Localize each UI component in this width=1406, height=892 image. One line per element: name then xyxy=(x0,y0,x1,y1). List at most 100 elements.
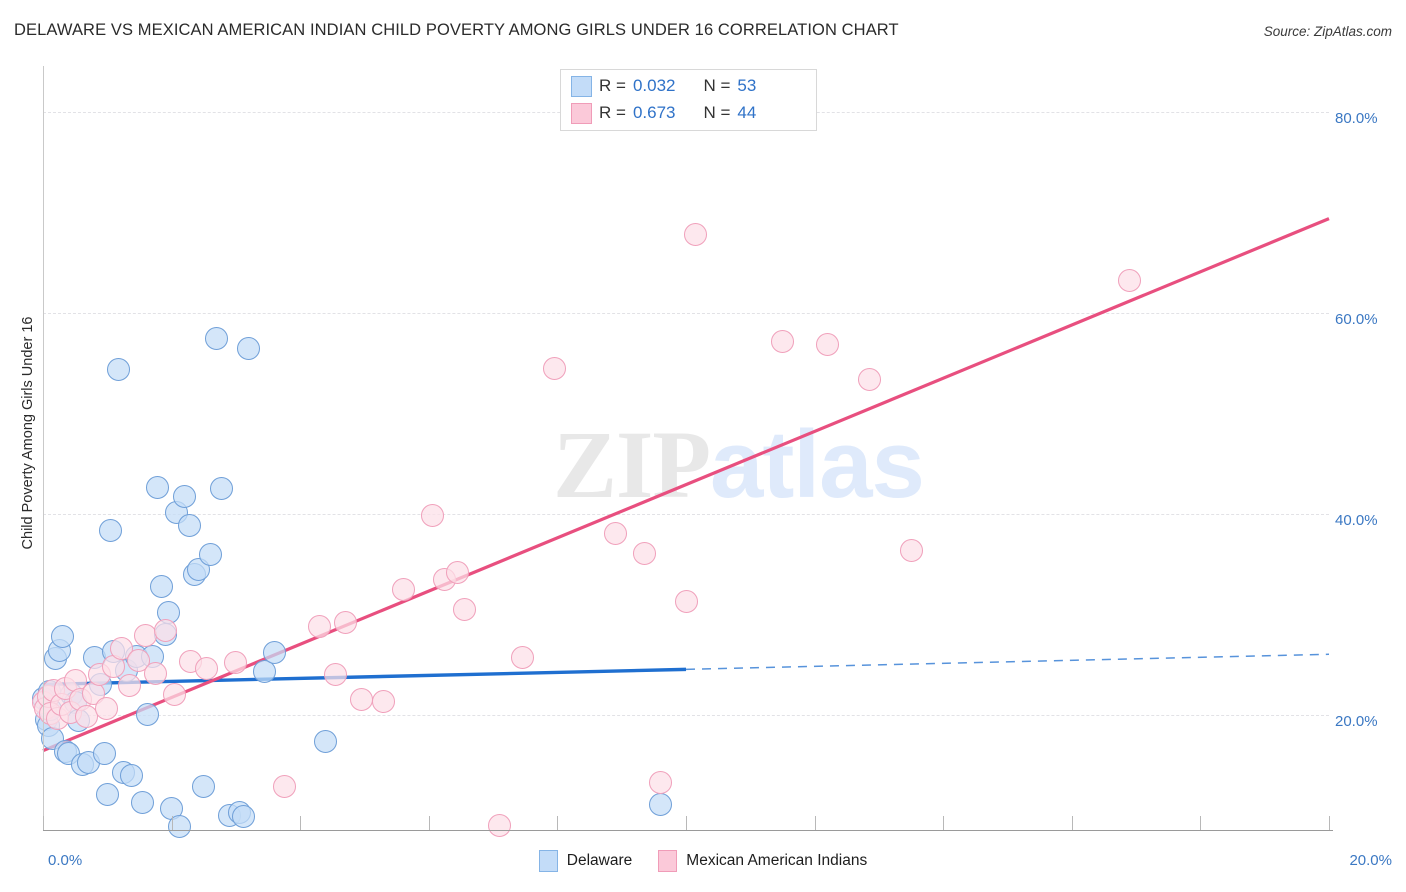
x-axis-max-label: 20.0% xyxy=(1349,852,1392,869)
scatter-point[interactable] xyxy=(92,742,116,766)
scatter-point[interactable] xyxy=(603,522,627,546)
scatter-point[interactable] xyxy=(178,514,202,538)
scatter-point[interactable] xyxy=(632,542,656,566)
legend-swatch-mexican-american-indians xyxy=(658,850,678,872)
stats-n-value-2: 44 xyxy=(737,103,757,122)
scatter-point[interactable] xyxy=(674,589,698,613)
x-tick xyxy=(300,816,302,830)
stats-r-label-2: R = xyxy=(599,103,626,122)
scatter-point[interactable] xyxy=(198,543,222,567)
scatter-point[interactable] xyxy=(488,814,512,838)
legend-swatch-delaware xyxy=(538,850,558,872)
scatter-point[interactable] xyxy=(314,730,338,754)
scatter-point[interactable] xyxy=(349,687,373,711)
scatter-point[interactable] xyxy=(224,650,248,674)
scatter-point[interactable] xyxy=(272,775,296,799)
x-tick xyxy=(1329,816,1330,830)
x-tick xyxy=(686,816,687,830)
scatter-point[interactable] xyxy=(205,326,229,350)
y-tick-label: 60.0% xyxy=(1335,310,1378,328)
scatter-point[interactable] xyxy=(452,597,476,621)
x-axis-line xyxy=(43,830,1333,831)
x-tick xyxy=(428,816,430,830)
scatter-point[interactable] xyxy=(391,577,415,601)
scatter-point[interactable] xyxy=(648,771,672,795)
scatter-point[interactable] xyxy=(107,357,131,381)
scatter-point[interactable] xyxy=(95,783,119,807)
scatter-point[interactable] xyxy=(770,329,794,353)
scatter-point[interactable] xyxy=(192,775,216,799)
scatter-point[interactable] xyxy=(172,485,196,509)
stats-row-delaware: R = 0.032 N = 53 xyxy=(571,73,756,99)
legend-item-mexican-american-indians[interactable]: Mexican American Indians xyxy=(658,850,867,872)
trendlines xyxy=(42,217,1330,753)
x-tick xyxy=(43,816,44,830)
y-tick-label: 40.0% xyxy=(1335,511,1378,529)
scatter-point[interactable] xyxy=(899,539,923,563)
scatter-point[interactable] xyxy=(253,659,277,683)
stats-row-mexican-american-indians: R = 0.673 N = 44 xyxy=(571,100,756,126)
y-tick-label: 20.0% xyxy=(1335,712,1378,730)
scatter-point[interactable] xyxy=(857,367,881,391)
scatter-point[interactable] xyxy=(446,561,470,585)
scatter-point[interactable] xyxy=(324,662,348,686)
scatter-point[interactable] xyxy=(684,223,708,247)
scatter-point[interactable] xyxy=(150,574,174,598)
scatter-point[interactable] xyxy=(145,476,169,500)
correlation-stats-box: R = 0.032 N = 53 R = 0.673 N = 44 xyxy=(560,69,817,131)
legend-label-mexican-american-indians: Mexican American Indians xyxy=(686,852,868,869)
scatter-point[interactable] xyxy=(50,624,74,648)
y-tick-label: 80.0% xyxy=(1335,110,1378,128)
stats-r-value-2: 0.673 xyxy=(632,103,676,122)
x-tick xyxy=(557,816,559,830)
scatter-point[interactable] xyxy=(153,618,177,642)
scatter-point[interactable] xyxy=(815,332,839,356)
stats-swatch-pink xyxy=(571,102,592,124)
scatter-point[interactable] xyxy=(135,703,159,727)
x-tick xyxy=(1071,816,1073,830)
scatter-point[interactable] xyxy=(118,673,142,697)
gridline xyxy=(43,312,1329,314)
scatter-point[interactable] xyxy=(542,356,566,380)
legend-label-delaware: Delaware xyxy=(566,852,633,869)
stats-r-value-1: 0.032 xyxy=(632,76,676,95)
scatter-point[interactable] xyxy=(195,656,219,680)
scatter-point[interactable] xyxy=(144,661,168,685)
scatter-point[interactable] xyxy=(131,791,155,815)
x-tick xyxy=(814,816,816,830)
scatter-point[interactable] xyxy=(126,648,150,672)
scatter-point[interactable] xyxy=(262,640,286,664)
scatter-point[interactable] xyxy=(307,614,331,638)
scatter-point[interactable] xyxy=(167,815,191,839)
scatter-point[interactable] xyxy=(420,504,444,528)
legend-item-delaware[interactable]: Delaware xyxy=(538,850,633,872)
scatter-point[interactable] xyxy=(163,682,187,706)
chart-legend: Delaware Mexican American Indians xyxy=(0,850,1406,872)
scatter-point[interactable] xyxy=(210,477,234,501)
gridline xyxy=(43,714,1329,716)
x-tick xyxy=(171,816,173,830)
stats-n-label-2: N = xyxy=(703,103,731,122)
stats-n-label-1: N = xyxy=(703,76,731,95)
plot-area: ZIPatlas xyxy=(31,66,1330,839)
scatter-point[interactable] xyxy=(648,793,672,817)
scatter-point[interactable] xyxy=(94,697,118,721)
scatter-point[interactable] xyxy=(510,645,534,669)
scatter-point[interactable] xyxy=(237,336,261,360)
scatter-point[interactable] xyxy=(1118,269,1142,293)
y-axis-line xyxy=(43,66,44,830)
scatter-point[interactable] xyxy=(372,689,396,713)
stats-swatch-blue xyxy=(571,75,592,97)
stats-r-label-1: R = xyxy=(599,76,626,95)
source-label: Source: ZipAtlas.com xyxy=(1263,24,1392,39)
scatter-point[interactable] xyxy=(120,764,144,788)
scatter-point[interactable] xyxy=(333,610,357,634)
x-tick xyxy=(943,816,945,830)
scatter-point[interactable] xyxy=(109,636,133,660)
stats-n-value-1: 53 xyxy=(737,76,757,95)
y-axis-title: Child Poverty Among Girls Under 16 xyxy=(20,316,36,550)
scatter-point[interactable] xyxy=(99,519,122,543)
scatter-point[interactable] xyxy=(232,805,256,829)
x-tick xyxy=(1200,816,1202,830)
chart-title: DELAWARE VS MEXICAN AMERICAN INDIAN CHIL… xyxy=(14,21,899,39)
